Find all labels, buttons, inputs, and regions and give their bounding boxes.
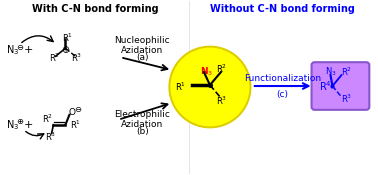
Text: Without C-N bond forming: Without C-N bond forming xyxy=(210,4,355,14)
Text: (a): (a) xyxy=(136,53,149,62)
Text: R$^3$: R$^3$ xyxy=(71,52,82,64)
Text: R$^3$: R$^3$ xyxy=(341,93,353,105)
Text: (c): (c) xyxy=(277,90,289,99)
Text: R$^3$: R$^3$ xyxy=(45,130,56,143)
Text: R$^2$: R$^2$ xyxy=(49,52,60,64)
Circle shape xyxy=(171,48,249,126)
Text: R$^2$: R$^2$ xyxy=(216,63,227,75)
Text: $\ominus$: $\ominus$ xyxy=(74,105,83,114)
Text: $\ominus$: $\ominus$ xyxy=(15,43,24,52)
Text: +: + xyxy=(23,120,33,130)
Text: R$^4$: R$^4$ xyxy=(319,79,332,93)
Text: $\oplus$: $\oplus$ xyxy=(15,117,24,126)
Text: With C-N bond forming: With C-N bond forming xyxy=(32,4,159,14)
Text: R$^2$: R$^2$ xyxy=(42,113,53,125)
FancyBboxPatch shape xyxy=(311,62,369,110)
Text: N$_3$: N$_3$ xyxy=(6,43,19,57)
Text: N$_3$: N$_3$ xyxy=(200,66,213,78)
Text: N$_3$: N$_3$ xyxy=(324,66,336,78)
Circle shape xyxy=(169,46,251,128)
Text: R$^1$: R$^1$ xyxy=(175,81,186,93)
Text: +: + xyxy=(23,45,33,55)
Text: N$_3$: N$_3$ xyxy=(6,118,19,132)
Text: $\oplus$: $\oplus$ xyxy=(61,44,70,55)
Text: Functionalization: Functionalization xyxy=(244,74,321,83)
Text: Nucleophilic
Azidation: Nucleophilic Azidation xyxy=(115,36,170,55)
Text: (b): (b) xyxy=(136,127,149,136)
Text: R$^1$: R$^1$ xyxy=(70,118,82,131)
Text: R$^3$: R$^3$ xyxy=(216,95,227,107)
Text: Electrophilic
Azidation: Electrophilic Azidation xyxy=(114,110,170,130)
Text: R$^1$: R$^1$ xyxy=(62,31,73,44)
Text: R$^2$: R$^2$ xyxy=(341,66,353,78)
Text: O: O xyxy=(68,108,76,117)
